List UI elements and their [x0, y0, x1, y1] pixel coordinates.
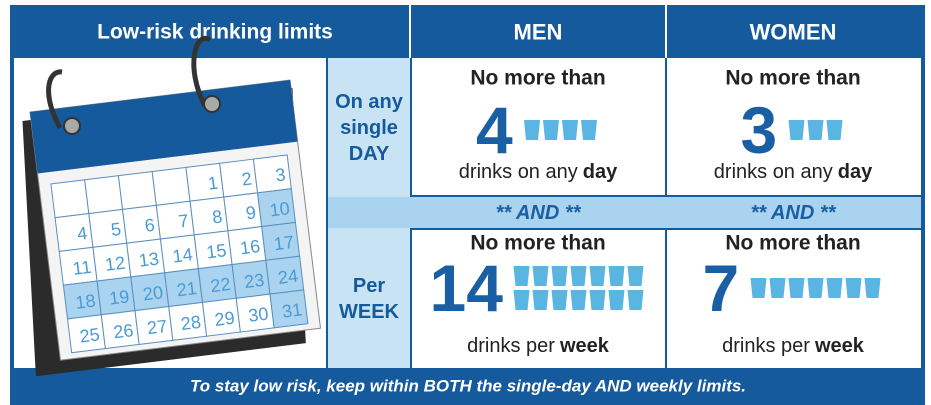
cup-icon	[552, 290, 568, 310]
header-title: Low-risk drinking limits	[97, 21, 333, 44]
cup-icon	[808, 278, 824, 298]
calendar-day-cell	[253, 155, 291, 193]
cell-lead: No more than	[725, 67, 860, 90]
cell-text-plain: drinks per	[722, 335, 810, 357]
cell-text: drinks on anyday	[459, 161, 618, 183]
ring-hole	[204, 96, 220, 112]
calendar-day: 27	[146, 316, 168, 338]
calendar-day: 20	[142, 282, 164, 304]
calendar-day: 21	[176, 278, 198, 300]
cup-icon	[590, 266, 606, 286]
calendar-day: 13	[138, 248, 160, 270]
cell-text-bold: week	[559, 335, 610, 357]
cup-icon	[789, 278, 805, 298]
cup-icon	[552, 266, 568, 286]
cell-text-plain: drinks on any	[459, 161, 578, 183]
cell-text-bold: day	[838, 161, 873, 183]
cup-icon	[581, 120, 597, 140]
cell-text-plain: drinks on any	[714, 161, 833, 183]
calendar-day-cell	[123, 205, 161, 243]
calendar-day: 11	[72, 257, 93, 279]
cup-icon	[514, 290, 530, 310]
calendar-day: 26	[112, 320, 134, 342]
calendar-day-cell	[152, 167, 190, 205]
row-label: WEEK	[339, 301, 400, 323]
calendar-day-cell	[85, 176, 123, 214]
calendar-day-cell	[190, 197, 228, 235]
calendar-day: 24	[277, 266, 299, 288]
calendar-day: 10	[269, 198, 291, 220]
calendar-day: 12	[104, 253, 126, 275]
cup-icon	[571, 290, 587, 310]
cup-icon	[533, 266, 549, 286]
cup-icon	[827, 278, 843, 298]
calendar-day-cell	[89, 209, 127, 247]
calendar-day-cell	[118, 172, 156, 210]
and-label: ** AND **	[751, 202, 837, 224]
calendar-day: 30	[247, 304, 269, 326]
column-header: MEN	[514, 20, 563, 45]
calendar-day: 19	[108, 286, 130, 308]
cup-icon	[533, 290, 549, 310]
calendar-day-cell	[220, 159, 258, 197]
cup-icon	[827, 120, 843, 140]
cell-text-plain: drinks per	[467, 335, 555, 357]
calendar-day: 15	[205, 240, 227, 262]
calendar-day-cell	[51, 180, 89, 218]
calendar-day-cell	[156, 201, 194, 239]
calendar-day: 25	[78, 324, 100, 346]
cup-icon	[524, 120, 540, 140]
limit-number: 4	[476, 93, 513, 167]
infographic: Low-risk drinking limits MEN WOMEN To st…	[0, 0, 931, 405]
row-label: single	[340, 117, 398, 139]
calendar-day-cell	[55, 214, 93, 252]
calendar-day: 16	[239, 236, 261, 258]
cell-text-bold: week	[814, 335, 865, 357]
calendar-day-cell	[224, 193, 262, 231]
calendar-day: 31	[281, 299, 303, 321]
limit-number: 14	[430, 251, 504, 325]
row-label: On any	[335, 91, 404, 113]
calendar-day: 23	[243, 270, 265, 292]
cell-lead: No more than	[725, 232, 860, 255]
cup-icon	[628, 266, 644, 286]
and-label: ** AND **	[496, 202, 582, 224]
cup-icon	[846, 278, 862, 298]
cup-icon	[628, 290, 644, 310]
cup-icon	[808, 120, 824, 140]
cup-icon	[543, 120, 559, 140]
cell-text-bold: day	[583, 161, 618, 183]
limit-number: 7	[703, 251, 740, 325]
cup-icon	[609, 266, 625, 286]
row-label: Per	[353, 275, 385, 297]
calendar-day: 18	[74, 291, 96, 313]
cell-lead: No more than	[470, 67, 605, 90]
row-label: DAY	[349, 143, 390, 165]
calendar-day: 17	[273, 232, 295, 254]
calendar-day: 14	[171, 244, 193, 266]
limit-number: 3	[741, 93, 778, 167]
footer: To stay low risk, keep within BOTH the s…	[190, 377, 746, 396]
cup-icon	[590, 290, 606, 310]
calendar-day: 29	[213, 308, 235, 330]
cup-icon	[571, 266, 587, 286]
cup-icon	[865, 278, 881, 298]
ring-hole	[64, 118, 80, 134]
calendar-day: 28	[180, 312, 202, 334]
calendar-day: 22	[209, 274, 231, 296]
cup-icon	[562, 120, 578, 140]
cup-icon	[609, 290, 625, 310]
cup-icon	[514, 266, 530, 286]
cup-icon	[789, 120, 805, 140]
calendar-day-cell	[186, 163, 224, 201]
cup-icon	[770, 278, 786, 298]
column-header: WOMEN	[750, 20, 837, 45]
cup-icon	[751, 278, 767, 298]
